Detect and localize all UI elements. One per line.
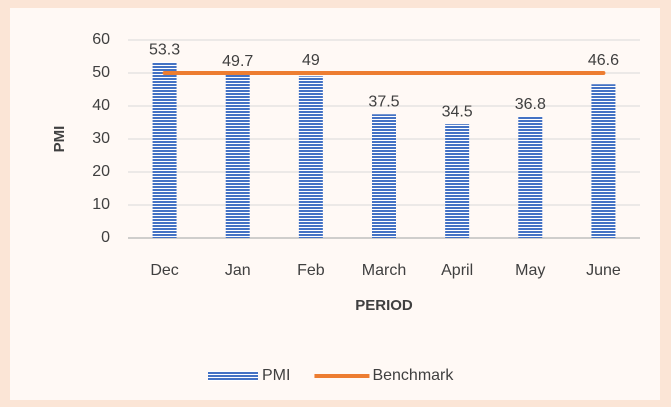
bar (372, 114, 396, 238)
legend-swatch (208, 371, 258, 381)
x-axis-title: PERIOD (355, 297, 413, 314)
y-tick-label: 0 (101, 229, 110, 246)
x-tick-label: March (362, 262, 406, 279)
x-tick-label: Jan (225, 262, 251, 279)
bar (152, 62, 177, 238)
bar (445, 124, 470, 238)
y-tick-label: 20 (92, 163, 110, 180)
data-label: 49.7 (222, 53, 253, 70)
data-label: 37.5 (368, 93, 399, 110)
data-label: 34.5 (442, 103, 473, 120)
data-label: 46.6 (588, 52, 619, 69)
legend-label: PMI (262, 367, 290, 384)
bar (298, 76, 323, 238)
y-tick-label: 10 (92, 196, 110, 213)
data-label: 49 (302, 52, 320, 69)
x-tick-label: April (441, 262, 473, 279)
y-tick-label: 50 (92, 64, 110, 81)
y-tick-label: 60 (92, 31, 110, 48)
bar (225, 73, 250, 239)
bar (518, 116, 543, 238)
y-tick-label: 40 (92, 97, 110, 114)
y-tick-label: 30 (92, 130, 110, 147)
data-label: 53.3 (149, 41, 180, 58)
bar (591, 84, 616, 238)
data-label: 36.8 (515, 96, 546, 113)
x-tick-label: Feb (297, 262, 325, 279)
x-tick-label: June (586, 262, 621, 279)
y-axis-title: PMI (51, 126, 68, 153)
legend-label: Benchmark (372, 367, 454, 384)
x-tick-label: May (515, 262, 545, 279)
x-tick-label: Dec (150, 262, 178, 279)
